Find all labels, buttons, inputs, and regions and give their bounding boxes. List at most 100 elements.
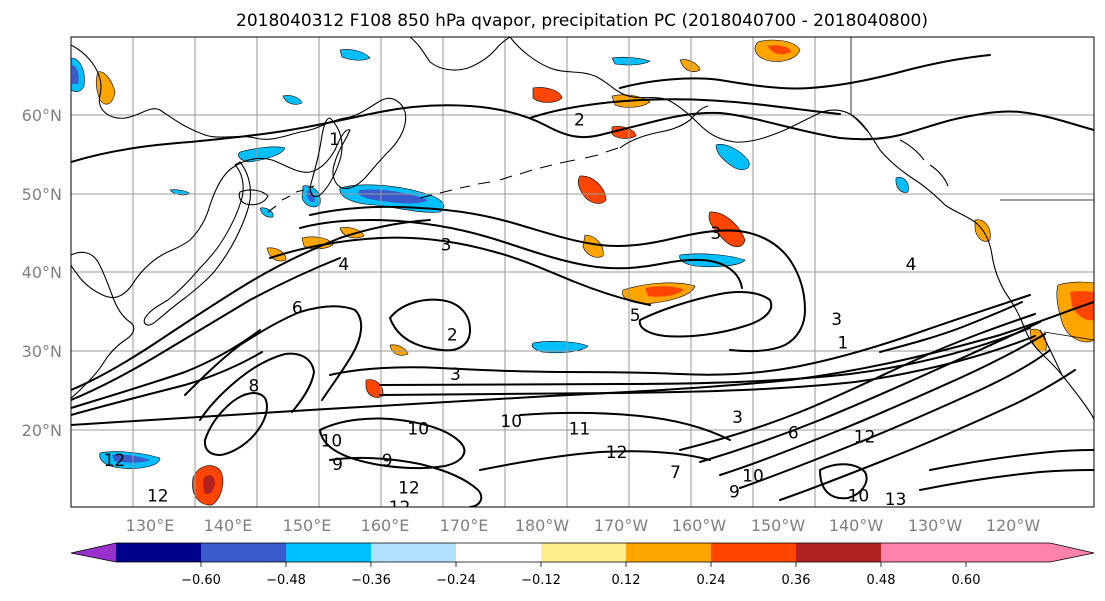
gridlines: [71, 37, 1094, 507]
contour-label: 10: [848, 486, 870, 506]
lon-label-120w: 120°W: [986, 516, 1041, 535]
contour-label: 5: [630, 306, 641, 326]
contour-line-0-north: [619, 54, 991, 90]
lon-label-130e: 130°E: [126, 516, 175, 535]
contour-line-12-central: [479, 450, 711, 471]
contour-line-10-central: [319, 417, 466, 470]
contour-line-3-south: [329, 294, 1031, 376]
pc-positive-patch-core: [768, 45, 791, 55]
contour-line-13-east: [929, 449, 1094, 471]
coastline-aleutians: [419, 147, 619, 199]
contour-line-1-north: [71, 104, 1094, 163]
figure-title: 2018040312 F108 850 hPa qvapor, precipit…: [236, 11, 928, 31]
contour-label: 9: [382, 451, 393, 471]
colorbar-swatch: [286, 543, 371, 562]
contour-line-12-east: [919, 469, 1094, 491]
pc-positive-patch: [532, 87, 563, 103]
contour-label: 12: [104, 451, 126, 471]
pc-positive-patch: [577, 175, 607, 204]
pc-positive-patch: [582, 234, 604, 258]
contour-line-long-south-3: [379, 335, 1036, 396]
colorbar-swatch: [116, 543, 201, 562]
coastline-japan: [143, 161, 252, 326]
pc-negative-patch-core: [72, 65, 79, 84]
colorbar-swatch: [541, 543, 626, 562]
contour-label: 3: [441, 236, 452, 256]
contour-line-11: [519, 411, 731, 441]
pc-positive-patch: [679, 59, 701, 72]
border-us-mexico: [1043, 331, 1094, 341]
longitude-labels: 130°E 140°E 150°E 160°E 170°E 180°W 170°…: [126, 516, 1041, 535]
latitude-labels: 20°N 30°N 40°N 50°N 60°N: [22, 106, 62, 440]
pc-positive-patch: [266, 247, 287, 262]
map-frame: [70, 36, 1095, 508]
contour-line-jet-east-4: [739, 349, 1051, 489]
lat-label-50n: 50°N: [22, 185, 62, 204]
colorbar-extend-high: [881, 543, 1094, 562]
contour-line-jet-2: [71, 257, 341, 401]
precipitation-pc-shading: [71, 39, 1094, 506]
contour-label: 6: [788, 424, 799, 444]
contour-label: 12: [389, 498, 411, 518]
lon-label-140e: 140°E: [204, 516, 253, 535]
contour-label: 9: [729, 482, 740, 502]
contour-label: 2: [447, 326, 458, 346]
colorbar-label: 0.24: [697, 573, 726, 588]
contour-label: 1: [837, 334, 848, 354]
contour-label: 9: [332, 455, 343, 475]
contour-line-2-south: [389, 298, 471, 352]
colorbar-swatch: [796, 543, 881, 562]
pc-negative-patch: [895, 177, 909, 193]
pc-positive-patch-core: [203, 474, 215, 494]
colorbar-swatch: [626, 543, 711, 562]
contour-line-jet-1: [71, 219, 431, 391]
contour-label: 13: [885, 490, 907, 510]
lon-label-160w: 160°W: [672, 516, 727, 535]
contour-line-jet-east-1: [679, 313, 1036, 451]
colorbar-swatch: [456, 543, 541, 562]
coastline-alaska-peninsula: [619, 105, 709, 149]
contour-line-jet-east-5: [779, 369, 1076, 501]
qvapor-contours: [71, 54, 1094, 507]
contour-line-jet-east-3: [719, 333, 1046, 476]
pc-negative-patch-core: [112, 454, 150, 463]
lat-label-60n: 60°N: [22, 106, 62, 125]
contour-line-3-loop: [309, 205, 806, 353]
colorbar-swatch: [201, 543, 286, 562]
lon-label-170e: 170°E: [440, 516, 489, 535]
colorbar-label: −0.12: [521, 573, 561, 588]
coastline-canada-islands: [899, 139, 949, 187]
colorbar-label: 0.12: [612, 573, 641, 588]
contour-label: 3: [710, 224, 721, 244]
contour-label: 4: [338, 255, 349, 275]
contour-line-subtropical-2: [199, 352, 315, 421]
contour-label: 12: [147, 486, 169, 506]
contour-line-jet-east-2: [699, 321, 1041, 463]
colorbar: −0.60 −0.48 −0.36 −0.24 −0.12 0.12 0.24 …: [70, 542, 1095, 588]
contour-line-subtropical-1: [184, 305, 363, 401]
contour-label: 4: [906, 255, 917, 275]
coastlines: [71, 37, 1094, 421]
contour-line-10-loop: [203, 392, 268, 456]
lon-label-170w: 170°W: [594, 516, 649, 535]
colorbar-label: 0.36: [782, 573, 811, 588]
pc-negative-patch: [611, 56, 651, 66]
lat-label-30n: 30°N: [22, 342, 62, 361]
political-borders: [850, 37, 1094, 341]
pc-positive-patch: [389, 344, 409, 356]
contour-line-9-central: [329, 456, 483, 507]
contour-label: 1: [329, 130, 340, 150]
contour-label: 3: [450, 365, 461, 385]
colorbar-label: −0.36: [351, 573, 391, 588]
colorbar-label: −0.24: [436, 573, 476, 588]
lon-label-130w: 130°W: [908, 516, 963, 535]
contour-label: 3: [732, 408, 743, 428]
contour-label: 7: [670, 463, 681, 483]
contour-line-1-east: [879, 301, 1023, 353]
coastline-kamchatka: [309, 117, 343, 198]
contour-line-4: [269, 236, 651, 306]
contour-line-3-jet: [299, 219, 743, 289]
pc-positive-patch: [708, 211, 746, 248]
